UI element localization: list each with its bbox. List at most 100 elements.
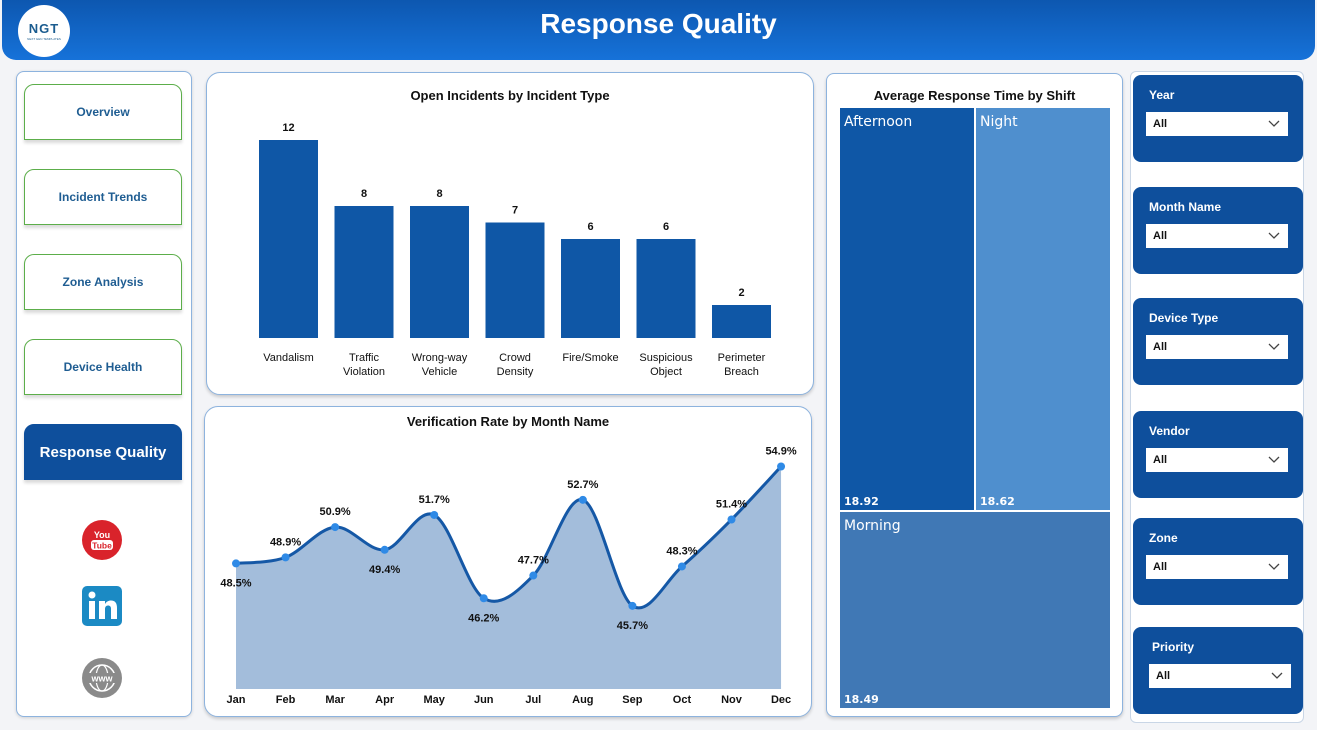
zone-dropdown-value: All <box>1153 561 1168 573</box>
nav-response-quality-button[interactable]: Response Quality <box>24 424 182 480</box>
www-icon[interactable]: www <box>81 657 123 699</box>
data-point[interactable] <box>281 553 290 562</box>
line-chart-title: Verification Rate by Month Name <box>406 414 610 429</box>
treemap-night-value: 18.62 <box>980 495 1015 508</box>
data-point[interactable] <box>380 545 389 554</box>
bar-4[interactable] <box>485 222 545 339</box>
page-title: Response Quality <box>540 8 777 39</box>
bar-chart: 12 Vandalism 8 Traffic Violation 8 Wrong-way Ve… <box>259 122 771 378</box>
x-tick-label: Jan <box>227 694 246 706</box>
bar-value-label: 6 <box>663 221 669 233</box>
data-point[interactable] <box>331 523 340 532</box>
area-chart: 48.5% Jan 48.9% Feb 50.9% Mar 49.4% Apr 51.7% May… <box>220 446 796 706</box>
treemap-afternoon[interactable]: Afternoon 18.92 <box>840 108 974 510</box>
vendor-dropdown-value: All <box>1153 454 1168 466</box>
data-point[interactable] <box>677 562 686 571</box>
month-name-slicer-label: Month Name <box>1149 200 1221 214</box>
priority-slicer-label: Priority <box>1152 640 1195 654</box>
month-name-slicer: Month Name All <box>1133 187 1303 274</box>
bar-value-label: 8 <box>436 188 442 200</box>
treemap-afternoon-label: Afternoon <box>844 114 913 130</box>
chevron-down-icon <box>1268 343 1280 350</box>
zone-dropdown[interactable]: All <box>1146 555 1288 579</box>
bar-7[interactable] <box>712 305 771 338</box>
bar-value-label: 8 <box>361 188 367 200</box>
svg-text:Tube: Tube <box>92 541 112 551</box>
vendor-slicer: Vendor All <box>1133 411 1303 498</box>
data-point[interactable] <box>529 571 538 580</box>
nav-overview-button[interactable]: Overview <box>24 84 182 140</box>
linkedin-icon[interactable] <box>81 585 123 627</box>
x-tick-label: Sep <box>622 694 642 706</box>
device-type-dropdown[interactable]: All <box>1146 335 1288 359</box>
vendor-dropdown[interactable]: All <box>1146 448 1288 472</box>
treemap-night-label: Night <box>980 114 1018 130</box>
bar-category-label: Crowd <box>499 352 531 364</box>
nav-zone-analysis-button[interactable]: Zone Analysis <box>24 254 182 310</box>
data-label: 45.7% <box>617 620 648 632</box>
bar-5[interactable] <box>561 239 620 338</box>
zone-slicer-label: Zone <box>1149 531 1178 545</box>
bar-category-label: Wrong-way <box>412 352 468 364</box>
data-label: 48.9% <box>270 536 301 548</box>
data-label: 47.7% <box>518 555 549 567</box>
navigation-panel: Overview Incident Trends Zone Analysis D… <box>16 71 192 717</box>
bar-category-label: Fire/Smoke <box>562 352 618 364</box>
zone-slicer: Zone All <box>1133 518 1303 605</box>
bar-category-label: Perimeter <box>718 352 766 364</box>
bar-value-label: 7 <box>512 205 518 217</box>
data-point[interactable] <box>232 559 240 568</box>
month-name-dropdown[interactable]: All <box>1146 224 1288 248</box>
bar-chart-card: Open Incidents by Incident Type 12 Vandal… <box>206 72 814 395</box>
chevron-down-icon <box>1271 672 1283 679</box>
youtube-icon[interactable]: You Tube <box>81 519 123 561</box>
chevron-down-icon <box>1268 563 1280 570</box>
bar-category-label: Violation <box>343 366 385 378</box>
logo-text: NGT <box>28 21 60 36</box>
bar-value-label: 12 <box>282 122 294 134</box>
bar-chart-title: Open Incidents by Incident Type <box>410 88 610 103</box>
bar-3[interactable] <box>410 206 469 338</box>
vendor-slicer-label: Vendor <box>1149 424 1190 438</box>
filters-panel: Year All Month Name All Device Type All … <box>1130 71 1304 723</box>
year-dropdown[interactable]: All <box>1146 112 1288 136</box>
x-tick-label: Mar <box>325 694 345 706</box>
data-label: 50.9% <box>319 506 350 518</box>
nav-device-health-button[interactable]: Device Health <box>24 339 182 395</box>
data-point[interactable] <box>479 594 488 603</box>
treemap-title: Average Response Time by Shift <box>873 88 1076 103</box>
bar-category-label: Suspicious <box>639 352 693 364</box>
treemap-morning-value: 18.49 <box>844 693 879 706</box>
nav-incident-trends-button[interactable]: Incident Trends <box>24 169 182 225</box>
bar-category-label: Density <box>497 366 534 378</box>
treemap-night[interactable]: Night 18.62 <box>976 108 1110 510</box>
bar-6[interactable] <box>636 239 696 338</box>
priority-dropdown[interactable]: All <box>1149 664 1291 688</box>
data-label: 49.4% <box>369 564 400 576</box>
svg-text:www: www <box>90 674 113 684</box>
data-point[interactable] <box>578 495 587 504</box>
bar-value-label: 2 <box>738 287 744 299</box>
year-dropdown-value: All <box>1153 118 1168 130</box>
x-tick-label: May <box>423 694 445 706</box>
bar-value-label: 6 <box>587 221 593 233</box>
bar-category-label: Vandalism <box>263 352 314 364</box>
data-point[interactable] <box>430 510 439 519</box>
x-tick-label: Nov <box>721 694 743 706</box>
svg-text:You: You <box>94 530 110 540</box>
logo-subtext: NEXT GEN TEMPLATES <box>27 37 61 41</box>
data-point[interactable] <box>727 515 736 524</box>
bar-category-label: Vehicle <box>422 366 457 378</box>
device-type-slicer: Device Type All <box>1133 298 1303 385</box>
data-label: 46.2% <box>468 612 499 624</box>
chevron-down-icon <box>1268 232 1280 239</box>
device-type-slicer-label: Device Type <box>1149 311 1219 325</box>
bar-1[interactable] <box>259 140 318 338</box>
data-label: 51.4% <box>716 499 747 511</box>
x-tick-label: Jul <box>525 694 541 706</box>
treemap-morning[interactable]: Morning 18.49 <box>840 512 1110 708</box>
data-point[interactable] <box>777 462 786 471</box>
data-point[interactable] <box>628 601 637 610</box>
bar-2[interactable] <box>334 206 394 338</box>
treemap-afternoon-value: 18.92 <box>844 495 879 508</box>
